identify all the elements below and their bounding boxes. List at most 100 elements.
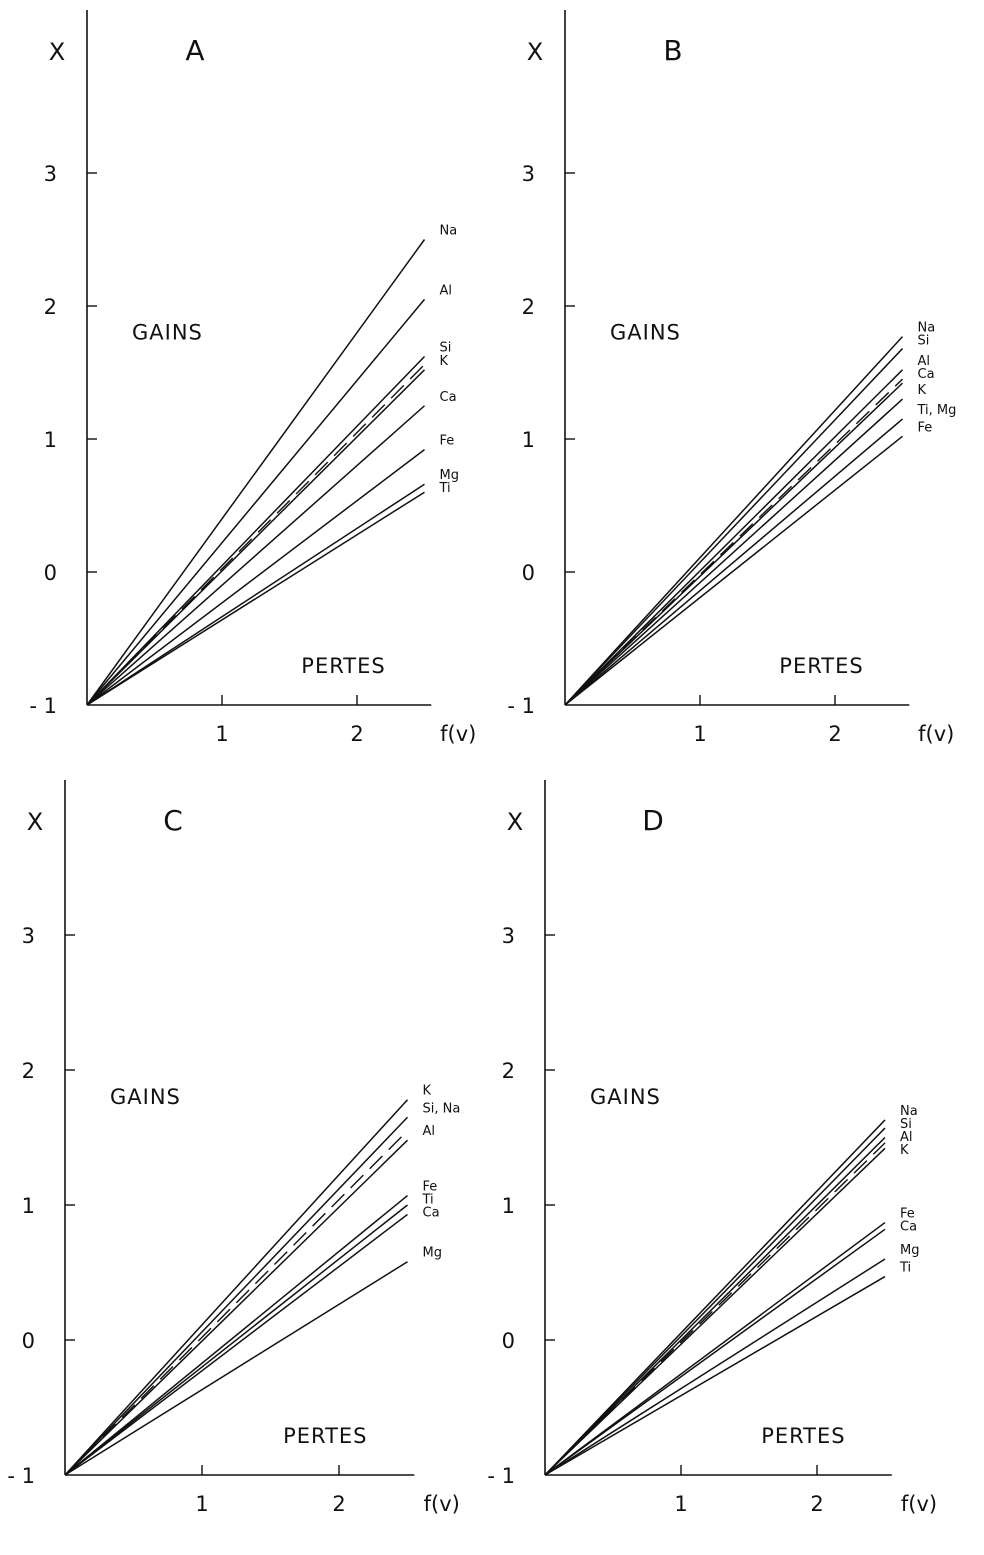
y-tick-label: 2 [44, 295, 57, 319]
series-line-si-na [64, 1116, 409, 1476]
series-line-k [64, 1099, 409, 1476]
series-label-fe: Fe [440, 434, 455, 449]
series-line-na [544, 1119, 886, 1476]
series-label-ca: Ca [918, 367, 935, 382]
x-tick-label: 1 [693, 722, 706, 746]
y-axis-title: X [27, 808, 43, 836]
series-label-al: Al [423, 1124, 436, 1139]
series-label-si: Si [918, 334, 930, 349]
series-line-si [86, 356, 426, 706]
x-tick-label: 2 [332, 1492, 345, 1516]
y-tick-label: 1 [22, 1194, 35, 1218]
series-line-al [544, 1136, 886, 1476]
series-label-ca: Ca [440, 390, 457, 405]
y-tick-label: 1 [44, 428, 57, 452]
x-axis-title: f(v) [424, 1492, 460, 1516]
panel-title: C [163, 804, 183, 837]
series-label-ti: Ti [439, 481, 451, 496]
series-label-k: K [900, 1143, 909, 1158]
series-line-fe [564, 435, 903, 706]
gains-label: GAINS [610, 320, 681, 344]
series-line-mg [64, 1261, 408, 1476]
y-tick-label: 1 [522, 428, 535, 452]
y-tick-label: - 1 [29, 694, 57, 718]
series-label-ca: Ca [900, 1220, 917, 1235]
series-line-k [544, 1147, 886, 1476]
series-label-al: Al [440, 283, 453, 298]
series-line-ca [564, 382, 904, 706]
y-tick-label: 1 [502, 1194, 515, 1218]
gains-label: GAINS [132, 320, 203, 344]
panel-title: D [642, 804, 664, 837]
series-line-na [564, 336, 904, 706]
series-line-ti [64, 1204, 408, 1476]
series-label-fe: Fe [423, 1180, 438, 1195]
series-label-si-na: Si, Na [423, 1101, 461, 1116]
series-label-na: Na [440, 224, 458, 239]
series-line-al [564, 369, 904, 706]
series-line-al [64, 1139, 409, 1476]
gains-label: GAINS [590, 1085, 661, 1109]
y-axis-title: X [507, 808, 523, 836]
y-tick-label: 0 [502, 1329, 515, 1353]
series-label-k: K [423, 1084, 432, 1099]
y-tick-label: 3 [502, 924, 515, 948]
x-axis-title: f(v) [901, 1492, 937, 1516]
series-label-ti: Ti [899, 1261, 911, 1276]
series-line-ca [544, 1228, 886, 1476]
series-label-al: Al [900, 1130, 913, 1145]
panel-title: B [663, 34, 682, 67]
series-label-fe: Fe [900, 1207, 915, 1222]
y-tick-label: 2 [22, 1059, 35, 1083]
series-line-si [564, 348, 904, 706]
y-tick-label: 0 [522, 561, 535, 585]
y-tick-label: 0 [22, 1329, 35, 1353]
y-tick-label: - 1 [507, 694, 535, 718]
panel-c: - 1 0 1 2 3 1 2 Xf(v) C GAINS PERTES K Si, Na Al FeTiC… [7, 780, 460, 1516]
series-label-ca: Ca [423, 1206, 440, 1221]
series-line-k [86, 369, 426, 706]
series-label-si: Si [900, 1117, 912, 1132]
series-line-ti [86, 491, 425, 706]
pertes-label: PERTES [283, 1424, 367, 1448]
series-line-fe [86, 449, 425, 706]
y-tick-label: - 1 [7, 1464, 35, 1488]
y-tick-label: 3 [44, 162, 57, 186]
series-label-k: K [918, 383, 927, 398]
series-line-si [544, 1127, 886, 1476]
series-line-ca [64, 1213, 408, 1476]
y-tick-label: 3 [22, 924, 35, 948]
pertes-label: PERTES [779, 654, 863, 678]
series-line-fe [64, 1194, 408, 1476]
series-line-al [86, 298, 426, 706]
x-tick-label: 1 [215, 722, 228, 746]
x-tick-label: 1 [674, 1492, 687, 1516]
x-tick-label: 2 [828, 722, 841, 746]
series-label-al: Al [918, 354, 931, 369]
pertes-label: PERTES [301, 654, 385, 678]
series-label-ti: Ti [422, 1193, 434, 1208]
series-label-si: Si [440, 341, 452, 356]
y-axis-title: X [49, 38, 65, 66]
x-tick-label: 2 [350, 722, 363, 746]
pertes-label: PERTES [761, 1424, 845, 1448]
series-label-na: Na [900, 1104, 918, 1119]
gains-label: GAINS [110, 1085, 181, 1109]
series-label-fe: Fe [918, 420, 933, 435]
series-line-ti [544, 1275, 886, 1476]
series-line-fe [544, 1221, 886, 1476]
series-line-mg [86, 483, 425, 706]
series-line-ti-mg [564, 418, 903, 706]
panel-title: A [185, 34, 204, 67]
x-axis-title: f(v) [918, 722, 954, 746]
reference-dashed-line [564, 378, 903, 706]
series-line-ca [86, 405, 425, 706]
y-tick-label: - 1 [487, 1464, 515, 1488]
series-label-k: K [440, 354, 449, 369]
series-label-mg: Mg [440, 468, 459, 483]
x-tick-label: 2 [810, 1492, 823, 1516]
series-line-na [86, 239, 426, 706]
